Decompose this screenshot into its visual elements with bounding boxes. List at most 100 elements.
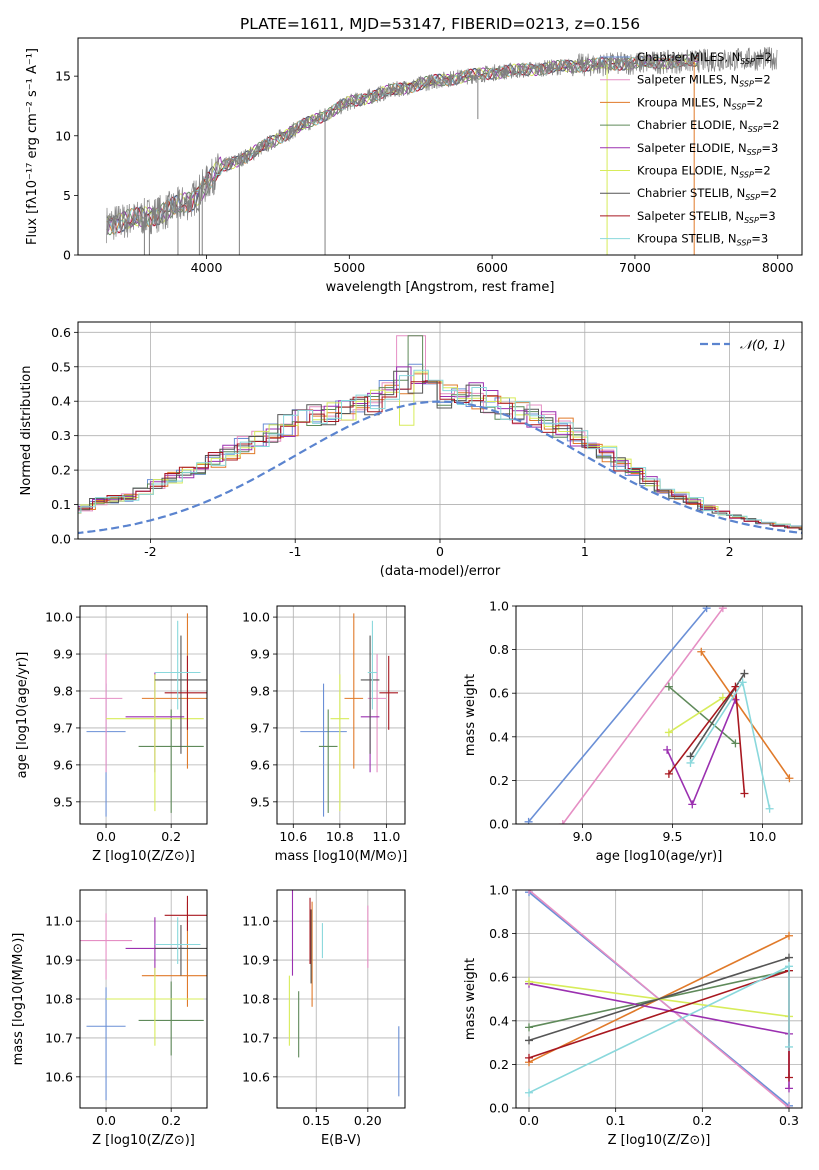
y-tick-label: 0.1 <box>51 497 71 512</box>
legend-subscript: SSP <box>744 216 759 225</box>
weight-marker <box>731 682 740 691</box>
legend-label: Kroupa ELODIE, NSSP=2 <box>637 164 771 180</box>
y-tick-label: 10.6 <box>45 1069 73 1084</box>
y-tick-label: 10.6 <box>242 1069 270 1084</box>
axes-frame <box>79 605 208 825</box>
weight-marker <box>525 1088 533 1097</box>
x-axis-label: age [log10(age/yr)] <box>596 849 723 864</box>
x-tick-label: 8000 <box>762 260 794 275</box>
x-tick-label: 0.0 <box>96 1113 116 1128</box>
y-tick-label: 0.2 <box>51 463 71 478</box>
x-axis-label: Z [log10(Z/Z⊙)] <box>92 1133 195 1148</box>
y-tick-label: 10.9 <box>242 953 270 968</box>
weight-marker <box>718 693 727 702</box>
y-tick-label: 0.0 <box>51 532 71 547</box>
x-tick-label: 0.2 <box>692 1113 712 1128</box>
legend-label: Chabrier STELIB, NSSP=2 <box>637 186 777 202</box>
weight-marker <box>785 1073 793 1082</box>
y-axis-label: Flux [fλ10⁻¹⁷ erg cm⁻² s⁻¹ A⁻¹] <box>25 48 40 245</box>
weight-marker <box>524 817 533 824</box>
x-tick-label: 10.6 <box>279 829 307 844</box>
y-tick-label: 10.8 <box>45 992 73 1007</box>
legend-label: Salpeter ELODIE, NSSP=3 <box>637 141 778 157</box>
legend-label: Chabrier MILES, NSSP=2 <box>637 50 772 66</box>
x-axis-label: (data-model)/error <box>380 564 501 579</box>
x-axis-label: Z [log10(Z/Z⊙)] <box>92 849 195 864</box>
x-axis-label: mass [log10(M/M⊙)] <box>275 849 408 864</box>
y-tick-label: 9.5 <box>250 794 270 809</box>
weight-marker <box>785 774 794 783</box>
axes-frame <box>79 889 208 1109</box>
y-tick-label: 9.8 <box>53 683 73 698</box>
plot-area <box>525 890 793 1108</box>
panel-residuals: -2 -1 0 1 2 0.0 0.1 0.2 0.3 0.4 0.5 0.6 (data-model)… <box>19 321 803 579</box>
weight-line <box>668 696 724 734</box>
y-tick-label: 0.8 <box>489 642 509 657</box>
legend-count: =3 <box>751 232 768 246</box>
y-tick-label: 0.0 <box>489 817 509 832</box>
y-tick-label: 9.8 <box>250 683 270 698</box>
plot-area <box>300 613 399 817</box>
panel-spectrum: 4000 5000 6000 7000 8000 0 5 10 15 wavelength [An… <box>25 37 803 295</box>
x-tick-label: 10.0 <box>749 829 777 844</box>
panel-weight-vs-age: 9.0 9.5 10.0 0.0 0.2 0.4 0.6 0.8 1.0 age [log10(a… <box>463 599 803 864</box>
panel-weight-vs-Z: 0.0 0.1 0.2 0.3 0.0 0.2 0.4 0.6 0.8 1.0 Z [log10(Z… <box>463 883 803 1148</box>
legend-subscript: SSP <box>732 102 747 111</box>
y-tick-label: 0.4 <box>489 729 509 744</box>
legend-subscript: SSP <box>740 57 755 66</box>
y-tick-label: 10.0 <box>45 610 73 625</box>
legend-count: =2 <box>754 73 771 87</box>
axes-frame <box>276 889 406 1109</box>
weight-marker <box>663 745 672 754</box>
x-tick-label: 2 <box>726 544 734 559</box>
x-tick-label: 0.15 <box>302 1113 330 1128</box>
legend-subscript: SSP <box>745 193 760 202</box>
weight-marker <box>785 1104 793 1108</box>
legend-count: =2 <box>763 118 780 132</box>
x-tick-label: 0.2 <box>161 829 181 844</box>
legend-count: =3 <box>759 209 776 223</box>
y-tick-label: 0.2 <box>489 773 509 788</box>
x-tick-label: 0.0 <box>96 829 116 844</box>
histogram-step <box>78 369 802 527</box>
y-tick-label: 10 <box>55 128 71 143</box>
weight-marker <box>785 962 793 971</box>
y-tick-label: 0.2 <box>489 1057 509 1072</box>
y-axis-label: Normed distribution <box>19 366 34 496</box>
x-tick-label: 0.20 <box>354 1113 382 1128</box>
y-axis-label: mass [log10(M/M⊙)] <box>11 933 26 1066</box>
x-axis-label: wavelength [Angstrom, rest frame] <box>326 280 555 295</box>
weight-marker <box>525 1023 533 1032</box>
x-tick-label: 10.8 <box>326 829 354 844</box>
legend-count: =2 <box>760 186 777 200</box>
weight-marker <box>664 728 673 737</box>
y-axis-label: age [log10(age/yr)] <box>15 652 30 779</box>
y-tick-label: 9.7 <box>53 720 73 735</box>
weight-marker <box>697 647 706 656</box>
legend-count: =2 <box>746 95 763 109</box>
panel-mass-vs-Z: 0.0 0.2 10.6 10.7 10.8 10.9 11.0 Z [log10(Z/Z⊙)… <box>11 889 208 1148</box>
legend-label-gaussian: 𝒩(0, 1) <box>740 337 786 352</box>
y-tick-label: 1.0 <box>489 599 509 614</box>
y-tick-label: 0.4 <box>51 394 71 409</box>
y-tick-label: 0.6 <box>51 325 71 340</box>
y-tick-label: 10.7 <box>45 1030 73 1045</box>
y-tick-label: 9.9 <box>250 647 270 662</box>
y-axis-label: mass weight <box>463 674 478 756</box>
legend-subscript: SSP <box>747 148 762 157</box>
plot-area <box>86 613 207 817</box>
y-tick-label: 11.0 <box>45 914 73 929</box>
x-tick-label: 0 <box>436 544 444 559</box>
x-tick-label: 11.0 <box>372 829 400 844</box>
weight-marker <box>740 669 749 678</box>
histogram-step <box>78 370 802 531</box>
legend-subscript: SSP <box>739 171 754 180</box>
y-tick-label: 11.0 <box>242 914 270 929</box>
legend-label: Salpeter STELIB, NSSP=3 <box>637 209 776 225</box>
y-tick-label: 0.3 <box>51 428 71 443</box>
weight-marker <box>525 1053 533 1062</box>
legend-count: =3 <box>761 141 778 155</box>
x-tick-label: 0.1 <box>606 1113 626 1128</box>
